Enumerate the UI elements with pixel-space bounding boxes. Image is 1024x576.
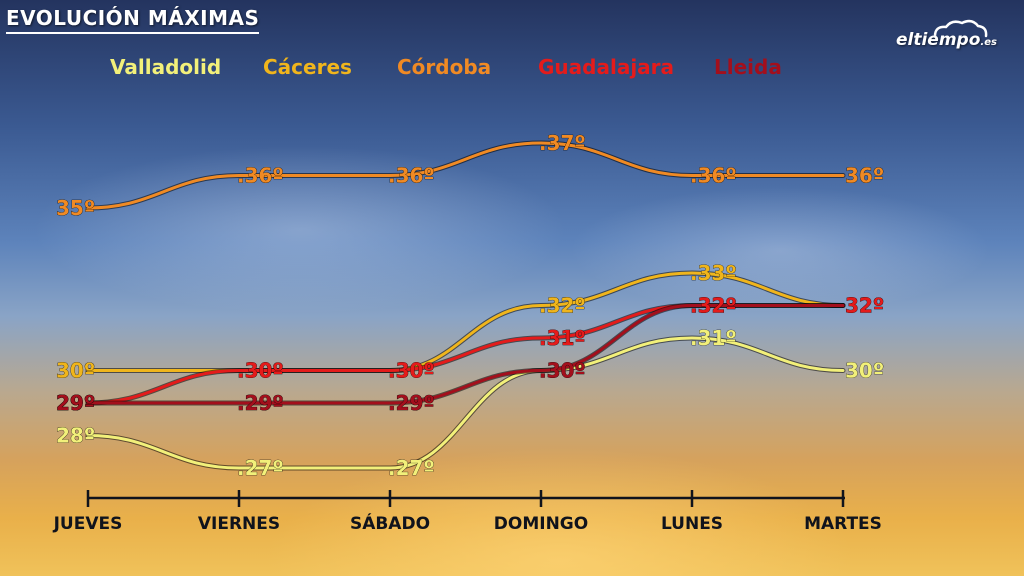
value-label-guadalajara-lunes: .32º xyxy=(690,294,737,318)
value-label-guadalajara-viernes: .30º xyxy=(237,359,284,383)
value-label-lleida-domingo: .30º xyxy=(539,359,586,383)
x-tick-label-lunes: LUNES xyxy=(661,514,723,534)
value-label-lleida-viernes: .29º xyxy=(237,391,284,415)
series-lines xyxy=(85,140,846,471)
legend-item-cordoba: Córdoba xyxy=(397,55,491,79)
value-label-valladolid-jueves: 28º xyxy=(56,424,95,448)
value-label-guadalajara-domingo: .31º xyxy=(539,326,586,350)
chart-title: EVOLUCIÓN MÁXIMAS xyxy=(6,6,260,34)
x-tick-label-viernes: VIERNES xyxy=(198,514,280,534)
legend-item-caceres: Cáceres xyxy=(263,55,352,79)
x-axis: JUEVES VIERNES SÁBADO DOMINGO LUNES MARTES xyxy=(53,490,882,534)
value-label-valladolid-lunes: .31º xyxy=(690,326,737,350)
logo-tld-text: .es xyxy=(980,37,997,48)
series-line-lleida xyxy=(86,303,845,405)
value-label-cordoba-sabado: .36º xyxy=(388,164,435,188)
value-labels: 28º .27º .27º .31º 30º 30º .32º .33º 35º .36º .36º… xyxy=(56,131,885,481)
value-label-cordoba-martes: 36º xyxy=(845,164,884,188)
value-label-guadalajara-martes: 32º xyxy=(845,294,884,318)
x-tick-label-martes: MARTES xyxy=(804,514,882,534)
legend-item-valladolid: Valladolid xyxy=(110,55,221,79)
value-label-guadalajara-jueves: 29º xyxy=(56,391,95,415)
series-line-valladolid xyxy=(86,336,845,470)
series-line-cordoba xyxy=(86,141,845,210)
eltiempo-logo[interactable]: eltiempo.es xyxy=(896,30,997,50)
value-label-valladolid-sabado: .27º xyxy=(388,456,435,480)
value-label-cordoba-domingo: .37º xyxy=(539,131,586,155)
chart-legend: Valladolid Cáceres Córdoba Guadalajara Lleid… xyxy=(110,55,782,79)
cloud-icon xyxy=(933,19,988,38)
x-tick-label-sabado: SÁBADO xyxy=(350,512,430,534)
legend-item-guadalajara: Guadalajara xyxy=(538,55,674,79)
value-label-caceres-domingo: .32º xyxy=(539,294,586,318)
value-label-lleida-jueves: 29º xyxy=(56,391,95,415)
legend-item-lleida: Lleida xyxy=(714,55,782,79)
value-label-caceres-lunes: .33º xyxy=(690,261,737,285)
logo-main-text: eltiempo xyxy=(896,30,981,50)
x-tick-label-jueves: JUEVES xyxy=(53,514,123,534)
value-label-cordoba-lunes: .36º xyxy=(690,164,737,188)
value-label-caceres-jueves: 30º xyxy=(56,359,95,383)
value-label-guadalajara-sabado: .30º xyxy=(388,359,435,383)
value-label-cordoba-viernes: .36º xyxy=(237,164,284,188)
value-label-lleida-sabado: .29º xyxy=(388,391,435,415)
value-label-valladolid-martes: 30º xyxy=(845,359,884,383)
value-label-cordoba-jueves: 35º xyxy=(56,196,95,220)
x-tick-label-domingo: DOMINGO xyxy=(494,514,588,534)
value-label-valladolid-viernes: .27º xyxy=(237,456,284,480)
